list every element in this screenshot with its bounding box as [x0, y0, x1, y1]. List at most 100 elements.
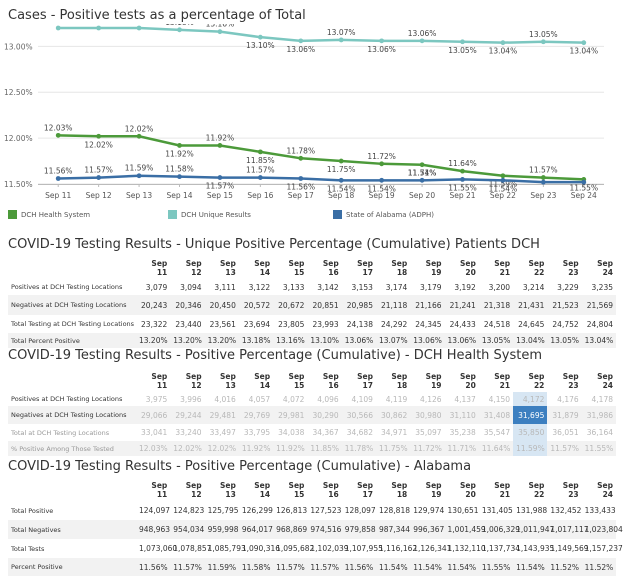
table-cell: 3,179	[420, 282, 442, 292]
table-cell: 1,126,341	[413, 544, 452, 553]
data-label: 13.18%	[165, 24, 194, 27]
table-cell: 126,299	[241, 506, 273, 515]
column-header: Sep 14	[254, 259, 271, 277]
table-cell: 24,518	[483, 319, 511, 329]
table-cell: 36,051	[552, 428, 579, 437]
x-tick-label: Sep 20	[409, 191, 435, 200]
table-row: Total Tests 1,073,060 1,078,857 1,085,793 1,…	[8, 539, 623, 558]
data-point	[257, 34, 263, 40]
data-label: 11.57%	[246, 166, 275, 175]
data-label: 12.03%	[44, 123, 73, 132]
column-header: Sep 20	[459, 481, 476, 499]
chart-title: Cases - Positive tests as a percentage o…	[8, 8, 306, 23]
table-row: Positives at DCH Testing Locations 3,079 3…	[8, 279, 616, 295]
table-cell: 979,858	[341, 520, 376, 539]
column-header: Sep 24	[597, 372, 613, 390]
data-point	[338, 37, 344, 43]
y-tick-label: 12.00%	[4, 134, 33, 143]
column-header: Sep 18	[391, 372, 408, 390]
table-cell: 4,172	[513, 392, 548, 406]
table-cell: 23,805	[278, 319, 305, 329]
column-header: Sep 23	[562, 481, 579, 499]
column-header: Sep 17	[357, 481, 373, 499]
data-point	[298, 155, 304, 161]
data-point	[298, 38, 304, 44]
table-cell[interactable]: 31,695	[513, 406, 548, 424]
data-point	[581, 179, 587, 185]
table-cell: 13.04%	[581, 333, 616, 348]
data-label: 11.92%	[165, 149, 194, 158]
table-cell: 1,090,316	[241, 544, 281, 553]
table-cell: 3,235	[591, 282, 613, 292]
table-cell: 33,041	[141, 428, 168, 437]
table-header-row: Sep 11 Sep 12 Sep 13 Sep 14 Sep 15 Sep 16 Sep …	[8, 370, 616, 392]
data-label: 11.54%	[367, 184, 396, 193]
table-cell: 34,682	[346, 428, 373, 437]
table-1-title: COVID-19 Testing Results - Unique Positi…	[8, 237, 540, 252]
legend-item[interactable]: DCH Health System	[8, 210, 90, 219]
table-cell: 11.54%	[375, 558, 411, 576]
x-tick-label: Sep 19	[369, 191, 395, 200]
table-cell: 20,851	[307, 295, 342, 315]
data-point	[500, 177, 506, 183]
table-cell: 21,569	[581, 295, 616, 315]
table-cell: 1,085,793	[207, 544, 246, 553]
legend-item[interactable]: State of Alabama (ADPH)	[333, 210, 434, 219]
data-label: 11.57%	[206, 182, 235, 191]
table-cell: 132,452	[550, 506, 582, 515]
data-point	[540, 175, 546, 180]
column-header: Sep 15	[288, 259, 305, 277]
table-cell: 4,137	[454, 394, 476, 404]
table-cell: 1,017,117	[547, 520, 589, 539]
table-cell: 3,111	[214, 282, 236, 292]
table-cell: 1,102,039	[310, 544, 349, 553]
column-header: Sep 12	[185, 372, 202, 390]
table-cell: 4,057	[248, 394, 271, 404]
table-cell: 11.54%	[410, 558, 445, 576]
data-label: 11.59%	[489, 180, 518, 189]
table-cell: 11.57%	[170, 558, 205, 576]
table-cell: 3,122	[248, 282, 271, 292]
data-point	[177, 27, 182, 33]
data-point	[136, 25, 142, 31]
column-header: Sep 13	[219, 259, 236, 277]
row-label: Total Tests	[11, 544, 45, 553]
table-cell: 13.16%	[273, 333, 308, 348]
table-cell: 3,153	[351, 282, 373, 292]
data-label: 13.04%	[489, 47, 518, 56]
data-point	[217, 143, 223, 148]
data-point	[460, 177, 465, 182]
table-cell: 996,367	[410, 520, 445, 539]
table-cell: 3,079	[145, 282, 168, 292]
table-cell: 12.03%	[136, 441, 171, 456]
table-cell: 34,971	[381, 428, 408, 437]
table-cell: 29,481	[204, 406, 239, 424]
table-cell: 1,095,682	[276, 544, 315, 553]
data-point	[96, 25, 102, 31]
table-cell: 13.04%	[513, 333, 548, 348]
column-header: Sep 22	[528, 259, 545, 277]
data-point	[379, 177, 385, 183]
data-label: 11.54%	[327, 184, 356, 193]
table-cell: 20,672	[273, 295, 308, 315]
table-cell: 13.05%	[547, 333, 582, 348]
data-point	[379, 38, 385, 44]
table-cell: 29,981	[273, 406, 308, 424]
data-point	[338, 177, 344, 183]
table-cell: 4,072	[282, 394, 305, 404]
table-cell: 31,110	[444, 406, 479, 424]
table-cell: 33,497	[209, 428, 236, 437]
column-header: Sep 11	[151, 481, 168, 499]
column-header: Sep 16	[322, 372, 339, 390]
table-cell: 21,118	[375, 295, 411, 315]
table-cell: 21,431	[513, 295, 548, 315]
table-cell: 23,440	[175, 319, 202, 329]
row-label: Negatives at DCH Testing Locations	[8, 406, 136, 424]
table-cell: 29,244	[170, 406, 205, 424]
legend-item[interactable]: DCH Unique Results	[168, 210, 251, 219]
data-label: 11.57%	[84, 166, 113, 175]
table-cell: 11.58%	[238, 558, 274, 576]
table-header-row: Sep 11 Sep 12 Sep 13 Sep 14 Sep 15 Sep 16 Sep …	[8, 257, 616, 279]
table-cell: 13.06%	[444, 333, 479, 348]
x-tick-label: Sep 23	[530, 191, 556, 200]
